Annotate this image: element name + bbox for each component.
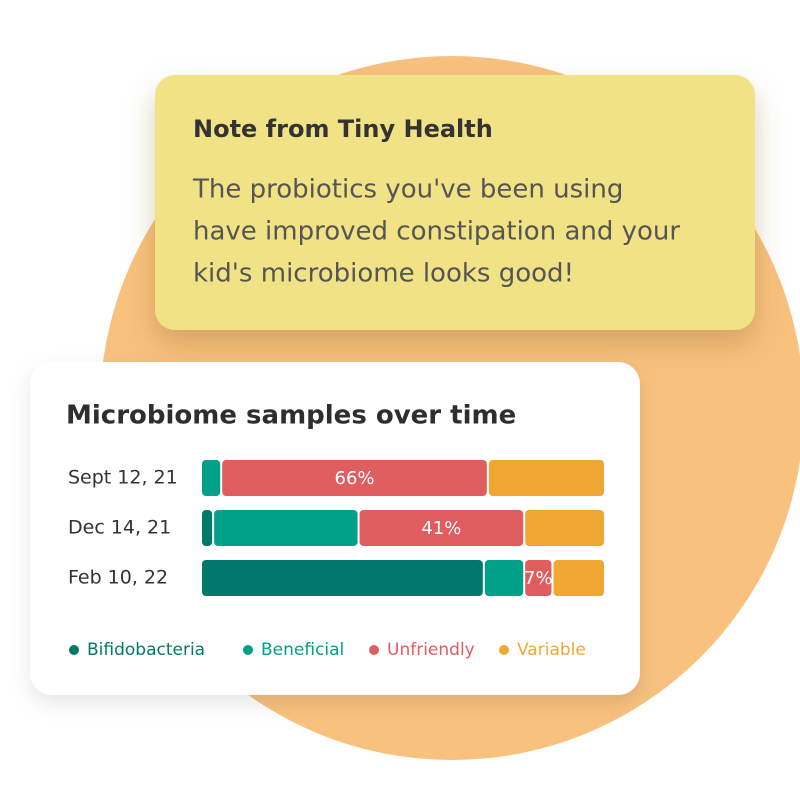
chart-title: Microbiome samples over time	[66, 401, 516, 431]
bar-segment	[222, 460, 487, 496]
note-body: The probiotics you've been using	[192, 175, 623, 205]
category-label: Sept 12, 21	[68, 467, 178, 489]
bar-segment	[488, 460, 604, 496]
note-body: kid's microbiome looks good!	[193, 259, 574, 289]
legend-label: Variable	[517, 640, 586, 660]
bar-segment	[214, 510, 358, 546]
bar-segment	[525, 560, 552, 596]
legend-label: Unfriendly	[387, 640, 475, 660]
bar-segment	[359, 510, 524, 546]
value-label: 66%	[335, 468, 375, 489]
legend-marker	[499, 645, 509, 655]
bar-segment	[202, 560, 483, 596]
note-title: Note from Tiny Health	[193, 115, 493, 143]
bar-segment	[525, 510, 604, 546]
legend-marker	[369, 645, 379, 655]
bar-segment	[484, 560, 524, 596]
legend-label: Bifidobacteria	[87, 640, 205, 660]
value-label: 7%	[524, 568, 553, 589]
legend-marker	[69, 645, 79, 655]
bar-segment	[202, 510, 213, 546]
note-card	[155, 75, 755, 330]
plot: Sept 12, 21 66% Dec 14, 21 41% Feb 10, 22 7% B…	[68, 460, 604, 660]
legend-label: Beneficial	[261, 640, 344, 660]
legend-marker	[243, 645, 253, 655]
value-label: 41%	[421, 518, 461, 539]
bar-segment	[202, 460, 221, 496]
category-label: Dec 14, 21	[68, 517, 171, 539]
note-body: have improved constipation and your	[193, 217, 680, 247]
category-label: Feb 10, 22	[68, 567, 168, 589]
bar-segment	[553, 560, 604, 596]
